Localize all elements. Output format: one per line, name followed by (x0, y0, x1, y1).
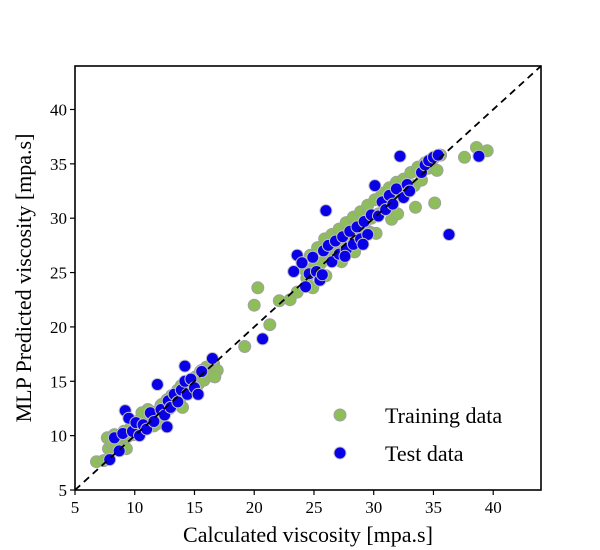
data-point (356, 237, 370, 251)
y-tick-label: 35 (50, 155, 67, 174)
data-point (247, 298, 261, 312)
data-point (295, 256, 309, 270)
x-tick-label: 30 (365, 498, 382, 517)
data-point (191, 387, 205, 401)
x-tick-label: 25 (305, 498, 322, 517)
data-point (178, 359, 192, 373)
data-point (263, 318, 277, 332)
y-tick-label: 25 (50, 264, 67, 283)
data-point (208, 370, 222, 384)
y-tick-label: 20 (50, 318, 67, 337)
x-axis-label: Calculated viscosity [mpa.s] (183, 522, 433, 547)
legend-label-test: Test data (385, 441, 464, 466)
x-tick-label: 5 (71, 498, 80, 517)
y-axis-ticks: 5 10 15 20 25 30 35 40 (50, 100, 75, 500)
legend: Training data Test data (333, 403, 502, 466)
data-point (147, 415, 161, 428)
y-tick-label: 10 (50, 427, 67, 446)
data-point (386, 197, 400, 211)
x-tick-label: 10 (126, 498, 143, 517)
data-point (472, 149, 486, 163)
data-point (251, 281, 265, 295)
data-point (428, 196, 442, 210)
data-point (442, 228, 456, 241)
data-point (306, 250, 320, 264)
plot-frame (74, 65, 542, 491)
data-point (287, 265, 301, 278)
data-point (458, 150, 471, 164)
data-point (409, 200, 422, 214)
x-tick-label: 40 (485, 498, 502, 517)
y-tick-label: 30 (50, 209, 67, 228)
y-axis-label: MLP Predicted viscosity [mpa.s] (11, 134, 36, 423)
data-point (160, 420, 174, 434)
data-point (150, 378, 164, 391)
data-point (195, 365, 209, 378)
legend-label-training: Training data (385, 403, 502, 428)
data-point (368, 179, 382, 193)
legend-marker-training (333, 408, 347, 422)
data-point (338, 249, 352, 263)
x-axis-ticks: 5 10 15 20 25 30 35 40 (71, 490, 502, 517)
data-point (393, 149, 407, 163)
legend-marker-test (333, 446, 347, 460)
data-point (205, 352, 219, 365)
x-tick-label: 35 (425, 498, 442, 517)
data-point (389, 182, 403, 196)
data-point (299, 280, 313, 294)
data-point (256, 332, 270, 346)
data-point (403, 184, 417, 198)
data-point (319, 204, 333, 218)
chart-marks (74, 65, 542, 491)
reference-line (74, 65, 542, 491)
x-tick-label: 15 (186, 498, 203, 517)
y-tick-label: 5 (59, 481, 68, 500)
y-tick-label: 15 (50, 372, 67, 391)
data-point (430, 163, 444, 177)
y-tick-label: 40 (50, 100, 67, 119)
data-point (315, 268, 329, 282)
x-tick-label: 20 (246, 498, 263, 517)
data-point (238, 340, 252, 353)
